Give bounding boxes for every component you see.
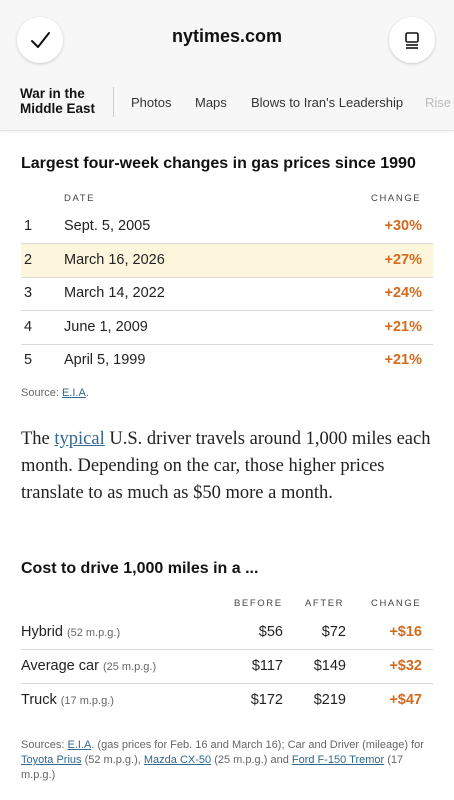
eia-link[interactable]: E.I.A [67,739,92,751]
done-button[interactable] [17,17,63,63]
after-cell: $72 [321,624,346,640]
browser-top-bar: nytimes.com [0,0,454,72]
nav-item-photos[interactable]: Photos [131,95,172,110]
change-column-header: CHANGE [371,598,422,609]
mazda-cx50-link[interactable]: Mazda CX-50 [143,754,212,766]
nav-item-blows-to-iran[interactable]: Blows to Iran's Leadership [251,95,404,110]
before-cell: $172 [250,692,283,708]
cost-table-title: Cost to drive 1,000 miles in a ... [21,560,259,577]
change-column-header: CHANGE [371,193,422,204]
toyota-prius-link[interactable]: Toyota Prius [21,754,82,766]
after-cell: $149 [313,658,346,674]
ford-f150-tremor-link[interactable]: Ford F-150 Tremor [291,754,385,766]
vehicle-cell: Hybrid (52 m.p.g.) [21,624,121,640]
rank-cell: 3 [24,285,33,301]
vehicle-cell: Truck (17 m.p.g.) [21,692,114,708]
change-cell: +$47 [389,692,422,708]
date-cell: March 14, 2022 [64,285,165,301]
change-cell: +24% [384,285,423,301]
nav-item-rise[interactable]: Rise [425,95,452,110]
table-source: Source: E.I.A. [21,387,89,399]
vehicle-cell: Average car (25 m.p.g.) [21,658,157,674]
rank-cell: 2 [24,252,33,268]
reader-mode-icon [405,32,419,49]
date-column-header: DATE [64,193,96,204]
change-cell: +30% [384,218,423,234]
nav-section-title[interactable]: War in the Middle East [20,86,96,116]
date-cell: March 16, 2026 [64,252,165,268]
table-row: 3 March 14, 2022 +24% [21,277,433,311]
sources-footnote: Sources: E.I.A. (gas prices for Feb. 16 … [21,739,424,781]
date-cell: Sept. 5, 2005 [64,218,151,234]
article-paragraph: The typical U.S. driver travels around 1… [21,429,431,503]
change-cell: +27% [384,252,423,268]
after-column-header: AFTER [305,598,345,609]
checkmark-icon [31,32,50,48]
nav-item-maps[interactable]: Maps [195,95,227,110]
eia-link[interactable]: E.I.A [61,387,86,399]
typical-link[interactable]: typical [54,429,105,449]
change-cell: +$32 [389,658,422,674]
gas-changes-table-title: Largest four-week changes in gas prices … [21,155,416,172]
change-cell: +21% [384,352,423,368]
section-nav: War in the Middle East Photos Maps Blows… [0,72,454,131]
change-cell: +$16 [389,624,422,640]
table-row: 4 June 1, 2009 +21% [21,311,433,345]
nav-divider [113,87,114,117]
table-row-highlighted: 2 March 16, 2026 +27% [21,244,433,278]
page-domain[interactable]: nytimes.com [171,26,283,46]
table-row: Average car (25 m.p.g.) $117 $149 +$32 [21,650,433,684]
table-row: Truck (17 m.p.g.) $172 $219 +$47 [21,684,433,717]
date-cell: June 1, 2009 [64,319,148,335]
rank-cell: 5 [24,352,33,368]
before-cell: $56 [258,624,283,640]
table-row: 5 April 5, 1999 +21% [21,344,433,377]
date-cell: April 5, 1999 [64,352,146,368]
before-cell: $117 [251,658,283,674]
reader-mode-button[interactable] [389,17,435,63]
table-row: 1 Sept. 5, 2005 +30% [21,210,433,244]
after-cell: $219 [313,692,346,708]
rank-cell: 1 [24,218,33,234]
change-cell: +21% [384,319,423,335]
before-column-header: BEFORE [234,598,283,609]
table-row: Hybrid (52 m.p.g.) $56 $72 +$16 [21,616,433,650]
rank-cell: 4 [24,319,33,335]
